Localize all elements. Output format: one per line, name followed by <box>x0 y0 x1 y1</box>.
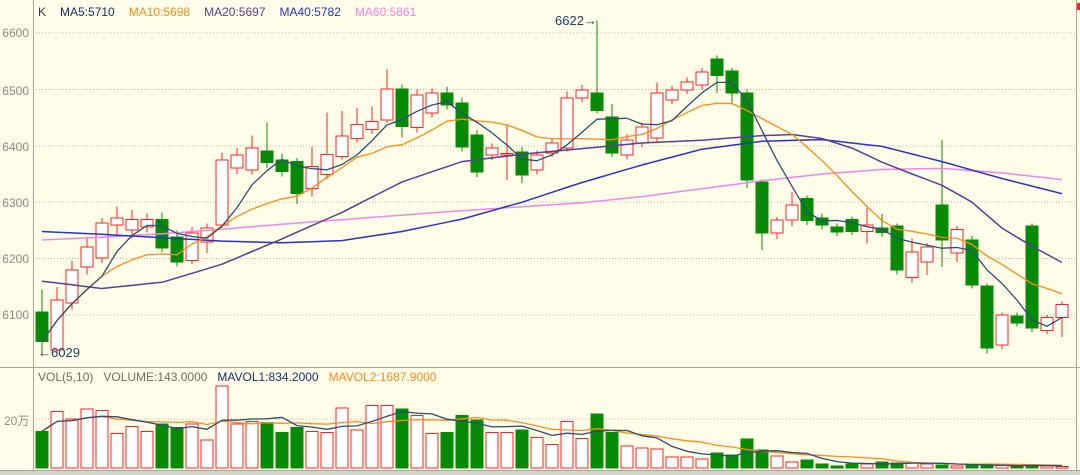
price-axis-label-6300: 6300 <box>2 196 29 210</box>
ma5-legend: MA5:5710 <box>60 5 115 19</box>
price-pane-header: K MA5:5710 MA10:5698 MA20:5697 MA40:5782… <box>38 5 416 19</box>
high-value: 6622 <box>555 13 584 28</box>
arrow-left-icon: ← <box>38 345 51 360</box>
right-edge-marker <box>1077 3 1080 10</box>
mavol2-legend: MAVOL2:1687.9000 <box>328 370 437 384</box>
ma10-legend: MA10:5698 <box>128 5 191 19</box>
vol-indicator-label: VOL(5,10) <box>38 370 94 384</box>
low-value: 6029 <box>51 345 80 360</box>
highest-price-annotation: 6622→ <box>555 13 597 28</box>
bottom-edge-strip <box>0 470 1080 475</box>
volume-value-label: VOLUME:143.0000 <box>103 370 208 384</box>
price-axis-label-6200: 6200 <box>2 252 29 266</box>
lowest-price-annotation: ←6029 <box>38 345 80 360</box>
price-axis-label-6600: 6600 <box>2 26 29 40</box>
mavol1-legend: MAVOL1:834.2000 <box>217 370 319 384</box>
volume-pane-header: VOL(5,10) VOLUME:143.0000 MAVOL1:834.200… <box>38 370 436 384</box>
volume-axis-label: 20万 <box>4 414 30 428</box>
ma20-legend: MA20:5697 <box>204 5 266 19</box>
price-axis-label-6100: 6100 <box>2 308 29 322</box>
pane-type-label: K <box>38 5 47 19</box>
ma40-legend: MA40:5782 <box>279 5 341 19</box>
price-axis-label-6500: 6500 <box>2 84 29 98</box>
ma60-legend: MA60:5861 <box>354 5 417 19</box>
arrow-right-icon: → <box>583 13 597 28</box>
price-axis-label-6400: 6400 <box>2 140 29 154</box>
